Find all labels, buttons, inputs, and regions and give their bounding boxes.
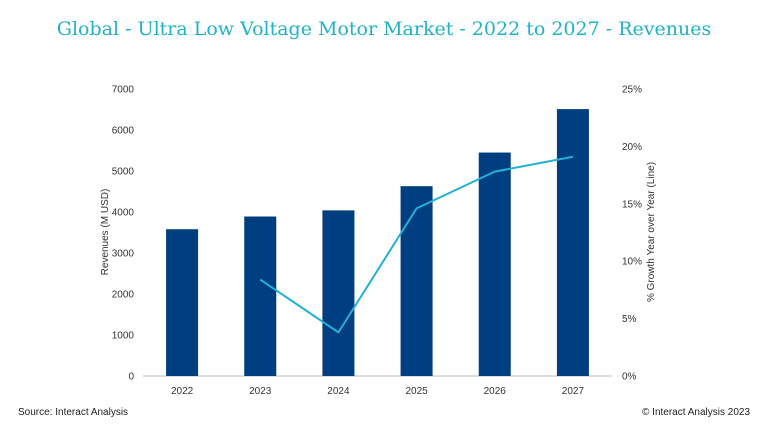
x-tick-label: 2023 — [249, 386, 272, 397]
y-tick-label: 5000 — [112, 167, 135, 178]
source-note: Source: Interact Analysis — [18, 407, 129, 418]
y2-tick-label: 10% — [622, 257, 642, 268]
y-tick-label: 0 — [128, 372, 134, 383]
y-tick-label: 3000 — [112, 249, 135, 260]
x-tick-label: 2024 — [327, 386, 350, 397]
y-tick-label: 1000 — [112, 331, 135, 342]
growth-line — [259, 155, 574, 334]
y2-axis-label: % Growth Year over Year (Line) — [646, 162, 657, 302]
bar-2025 — [400, 186, 433, 376]
chart-title: Global - Ultra Low Voltage Motor Market … — [56, 18, 712, 40]
y2-tick-label: 25% — [622, 85, 642, 96]
x-tick-label: 2022 — [171, 386, 194, 397]
x-tick-label: 2026 — [484, 386, 507, 397]
y2-tick-label: 0% — [622, 372, 637, 383]
y-tick-label: 7000 — [112, 85, 135, 96]
bar-2027 — [556, 109, 589, 376]
y2-tick-label: 5% — [622, 314, 637, 325]
x-tick-label: 2025 — [405, 386, 428, 397]
bar-2022 — [166, 229, 199, 376]
plot-area: 0 1000 2000 3000 4000 5000 6000 7000 0% 5% 10% 15% 2… — [112, 85, 642, 398]
y2-tick-label: 15% — [622, 199, 642, 210]
y-tick-label: 2000 — [112, 290, 135, 301]
x-tick-label: 2027 — [562, 386, 585, 397]
bar-2023 — [244, 216, 277, 376]
copyright-note: © Interact Analysis 2023 — [642, 407, 750, 418]
y-axis-label: Revenues (M USD) — [100, 189, 111, 276]
bar-2024 — [322, 210, 355, 376]
bar-2026 — [478, 152, 511, 376]
y-tick-label: 4000 — [112, 208, 135, 219]
y2-tick-label: 20% — [622, 142, 642, 153]
y-tick-label: 6000 — [112, 126, 135, 137]
